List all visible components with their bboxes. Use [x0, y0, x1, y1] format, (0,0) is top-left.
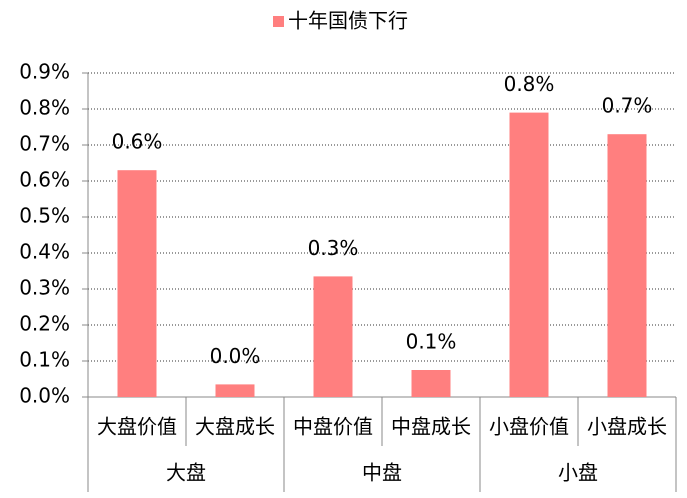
x-tick-label: 中盘成长 — [391, 415, 471, 439]
bar — [509, 112, 549, 397]
y-tick-label: 0.5% — [19, 204, 70, 228]
bar — [215, 384, 255, 397]
group-label: 小盘 — [558, 461, 598, 485]
bar — [411, 370, 451, 397]
x-tick-label: 大盘成长 — [195, 415, 275, 439]
y-tick-label: 0.3% — [19, 276, 70, 300]
y-tick-label: 0.2% — [19, 312, 70, 336]
y-tick-label: 0.1% — [19, 348, 70, 372]
legend-swatch — [273, 16, 284, 27]
group-label: 中盘 — [362, 461, 402, 485]
y-tick-label: 0.6% — [19, 168, 70, 192]
legend-label: 十年国债下行 — [288, 9, 408, 33]
y-tick-label: 0.0% — [19, 384, 70, 408]
value-label: 0.3% — [308, 236, 359, 260]
bar — [607, 134, 647, 397]
x-tick-label: 大盘价值 — [97, 415, 177, 439]
value-label: 0.8% — [504, 72, 555, 96]
bar — [117, 170, 157, 397]
group-label: 大盘 — [166, 461, 206, 485]
y-tick-label: 0.4% — [19, 240, 70, 264]
value-label: 0.6% — [112, 130, 163, 154]
x-tick-label: 中盘价值 — [293, 415, 373, 439]
x-tick-label: 小盘价值 — [489, 415, 569, 439]
y-tick-label: 0.9% — [19, 60, 70, 84]
value-label: 0.1% — [406, 330, 457, 354]
y-tick-label: 0.8% — [19, 96, 70, 120]
bar — [313, 276, 353, 397]
value-label: 0.0% — [210, 344, 261, 368]
x-tick-label: 小盘成长 — [587, 415, 667, 439]
value-label: 0.7% — [602, 94, 653, 118]
y-tick-label: 0.7% — [19, 132, 70, 156]
